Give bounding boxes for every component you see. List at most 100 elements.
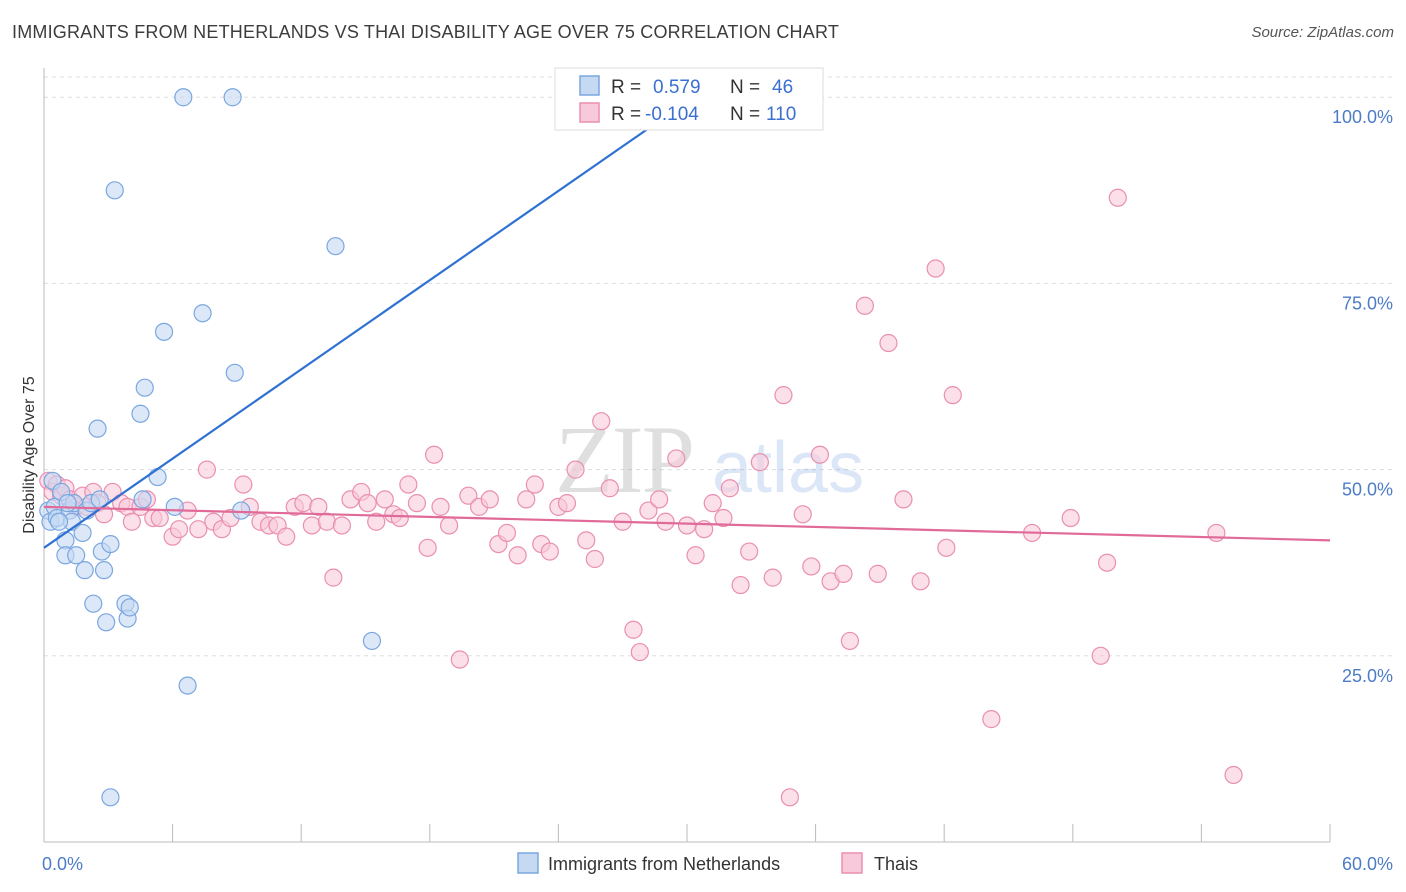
thais-point: [868, 564, 887, 583]
thais-point: [277, 527, 296, 546]
thais-point: [517, 490, 536, 509]
thais-point: [375, 490, 394, 509]
legend-n-netherlands: 46: [772, 77, 793, 98]
netherlands-point: [88, 419, 107, 438]
legend-swatch-netherlands: [579, 75, 600, 96]
watermark-atlas: atlas: [712, 428, 864, 508]
thais-point: [309, 497, 328, 516]
y-tick-label: 100.0%: [1332, 107, 1393, 127]
thais-point: [879, 333, 898, 353]
netherlands-point: [75, 561, 94, 580]
thais-point: [332, 516, 352, 535]
thais-point: [750, 453, 769, 472]
y-tick-label: 50.0%: [1342, 480, 1393, 500]
thais-point: [943, 386, 962, 405]
legend-r-label: R =: [611, 77, 641, 98]
thais-point: [1108, 188, 1127, 207]
thais-point: [740, 542, 759, 561]
netherlands-point: [174, 88, 193, 107]
netherlands-point: [97, 613, 116, 632]
thais-point: [926, 259, 945, 278]
thais-point: [540, 542, 559, 561]
netherlands-point: [148, 467, 167, 487]
netherlands-point: [193, 304, 212, 323]
thais-point: [450, 650, 469, 669]
thais-point: [508, 546, 527, 565]
bottom-legend-label-netherlands: Immigrants from Netherlands: [548, 854, 780, 874]
y-tick-label: 75.0%: [1342, 293, 1393, 313]
netherlands-point: [133, 490, 152, 509]
bottom-legend: Immigrants from Netherlands Thais: [517, 852, 918, 874]
legend-r-label: R =: [611, 104, 641, 125]
thais-point: [624, 620, 643, 639]
netherlands-point: [232, 501, 251, 520]
netherlands-point: [84, 594, 103, 613]
thais-point: [302, 516, 322, 535]
thais-point: [982, 710, 1001, 729]
legend-box: R = 0.579 N = 46 R = -0.104 N = 110: [554, 67, 824, 131]
netherlands-point: [154, 322, 174, 341]
bottom-legend-swatch-thais: [841, 852, 863, 874]
thais-point: [390, 508, 409, 528]
thais-point: [189, 520, 208, 539]
chart-title: IMMIGRANTS FROM NETHERLANDS VS THAI DISA…: [12, 22, 840, 42]
thais-point: [774, 386, 793, 405]
thais-point: [399, 475, 418, 494]
thais-point: [1224, 765, 1243, 785]
bottom-legend-swatch-netherlands: [517, 852, 539, 874]
thais-point: [497, 523, 517, 543]
bottom-legend-label-thais: Thais: [874, 854, 918, 874]
thais-point: [169, 520, 189, 539]
thais-point: [639, 501, 658, 520]
netherlands-point: [326, 237, 345, 256]
legend-n-label: N =: [730, 77, 760, 98]
thais-point: [197, 460, 216, 479]
netherlands-point: [105, 181, 124, 200]
legend-n-label: N =: [730, 104, 760, 125]
thais-point: [703, 494, 722, 513]
thais-point: [557, 494, 577, 513]
thais-point: [650, 490, 669, 509]
thais-point: [1207, 523, 1226, 543]
thais-point: [894, 490, 913, 509]
thais-point: [763, 568, 782, 587]
trend-lines: [43, 96, 1331, 549]
netherlands-point: [178, 676, 197, 695]
netherlands-point: [49, 512, 69, 531]
thais-point: [577, 531, 596, 550]
netherlands-point: [58, 494, 77, 513]
netherlands-point: [101, 788, 120, 807]
thais-point: [480, 490, 499, 509]
thais-point: [431, 497, 450, 516]
thais-point: [656, 512, 675, 531]
thais-point: [592, 412, 611, 431]
thais-point: [459, 486, 478, 505]
thais-point: [834, 564, 853, 583]
thais-point: [367, 512, 386, 531]
thais-point: [793, 505, 812, 524]
thais-point: [911, 572, 930, 591]
y-tick-label: 25.0%: [1342, 666, 1393, 686]
thais-point: [686, 546, 705, 565]
thais-point: [566, 460, 585, 479]
thais-point: [600, 479, 619, 498]
thais-point: [234, 475, 253, 494]
thais-point: [1061, 508, 1080, 528]
thais-point: [122, 512, 141, 531]
legend-r-netherlands: 0.579: [653, 77, 701, 98]
thais-point: [720, 479, 739, 498]
netherlands-point: [225, 363, 244, 382]
legend-swatch-thais: [579, 102, 600, 123]
thais-point: [731, 575, 750, 595]
watermark: ZIP atlas: [555, 406, 864, 513]
grid-lines: [44, 76, 1392, 657]
axes: [43, 68, 1331, 843]
netherlands-point: [67, 546, 86, 565]
legend-n-thais: 110: [766, 104, 796, 125]
netherlands-point: [131, 404, 150, 423]
x-tick-label-min: 0.0%: [42, 854, 83, 874]
thais-point: [630, 642, 649, 662]
thais-point: [780, 788, 799, 807]
thais-point: [407, 494, 427, 513]
